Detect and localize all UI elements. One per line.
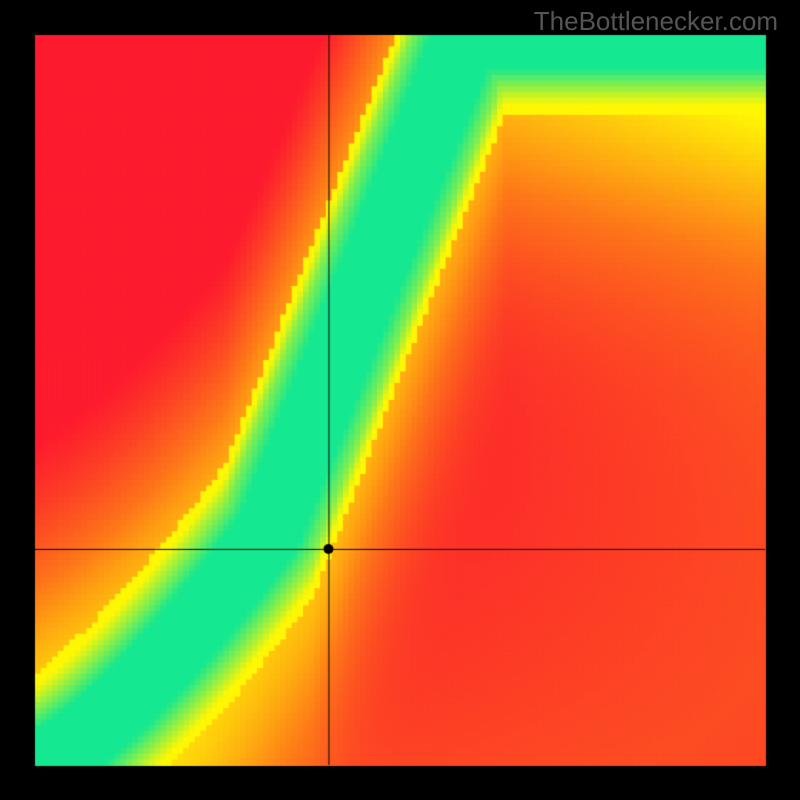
bottleneck-heatmap [0,0,800,800]
chart-root: { "chart": { "type": "heatmap", "canvas_… [0,0,800,800]
watermark-text: TheBottlenecker.com [534,6,778,37]
